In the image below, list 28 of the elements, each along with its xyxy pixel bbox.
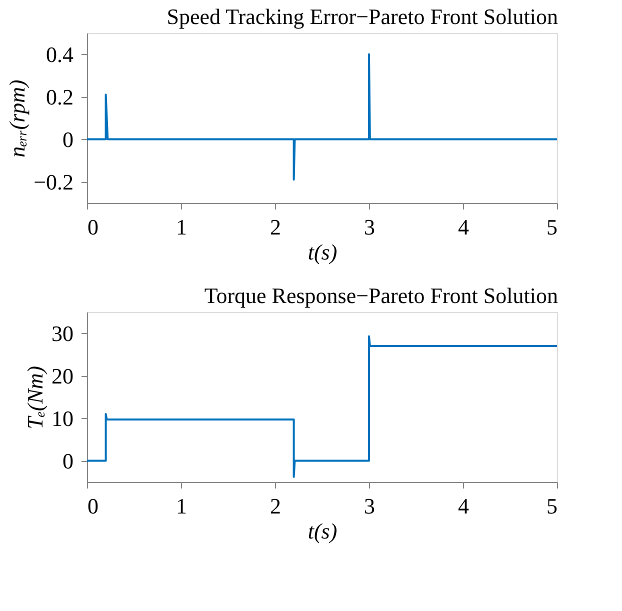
y-tick-label: 0.4	[46, 42, 74, 67]
x-axis-title: t(s)	[308, 240, 338, 264]
x-tick-label: 3	[364, 214, 375, 240]
x-axis-title: t(s)	[308, 518, 338, 544]
chart-title: Torque Response−Pareto Front Solution	[204, 283, 558, 308]
y-tick-label: −0.2	[34, 169, 74, 194]
y-tick-label: 30	[52, 320, 74, 346]
x-tick-label: 5	[546, 214, 558, 240]
x-tick-label: 2	[270, 214, 281, 240]
x-tick-label: 0	[88, 494, 98, 518]
y-axis-title: nₑᵣᵣ(rpm)	[4, 80, 30, 158]
x-tick-label: 2	[270, 494, 281, 518]
y-axis-title: Tₑ(Nm)	[22, 366, 48, 430]
y-tick-label: 20	[52, 363, 74, 388]
chart-title: Speed Tracking Error−Pareto Front Solution	[166, 4, 558, 29]
line-series	[86, 53, 558, 181]
line-series	[86, 335, 558, 478]
x-tick-label: 0	[88, 214, 98, 240]
x-tick-label: 1	[176, 214, 187, 240]
y-tick-label: 0	[62, 126, 74, 152]
x-tick-label: 1	[176, 494, 187, 518]
x-tick-label: 5	[546, 494, 558, 518]
y-tick-label: 0.2	[46, 84, 74, 110]
x-tick-label: 4	[458, 214, 469, 240]
y-tick-label: 0	[62, 448, 74, 474]
x-tick-label: 3	[364, 494, 375, 518]
y-tick-label: 10	[52, 406, 74, 431]
x-tick-label: 4	[458, 494, 469, 518]
